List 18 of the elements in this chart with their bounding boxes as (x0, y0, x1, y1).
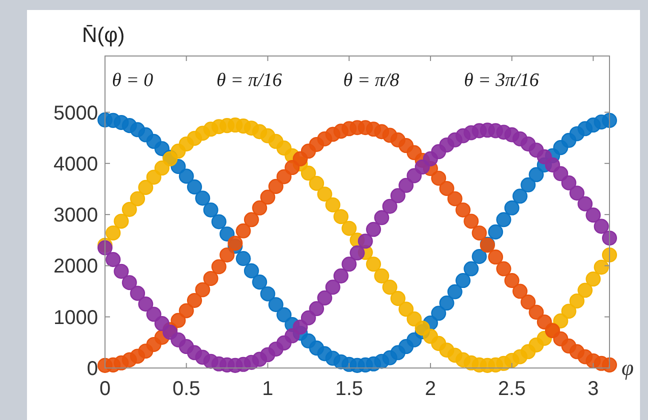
series-label: θ = 3π/16 (464, 70, 540, 91)
y-tick-label: 2000 (54, 256, 98, 278)
y-tick-label: 4000 (54, 153, 98, 176)
y-tick-label: 5000 (54, 102, 98, 124)
x-tick-label: 0.5 (172, 378, 200, 400)
y-tick-label: 0 (86, 358, 98, 380)
x-tick-label: 3 (588, 378, 599, 400)
x-tick-label: 2.5 (498, 378, 526, 400)
x-tick-label: 1.5 (335, 378, 364, 400)
y-tick-label: 1000 (54, 306, 98, 329)
series-label: θ = π/8 (343, 70, 400, 91)
y-axis-title: N̄(φ) (82, 24, 125, 47)
x-axis-title: φ (622, 355, 634, 380)
series-label: θ = π/16 (216, 70, 282, 91)
x-tick-label: 1 (262, 378, 274, 400)
series-label: θ = 0 (112, 70, 154, 91)
y-tick-label: 3000 (54, 204, 98, 227)
x-tick-label: 2 (424, 378, 436, 400)
